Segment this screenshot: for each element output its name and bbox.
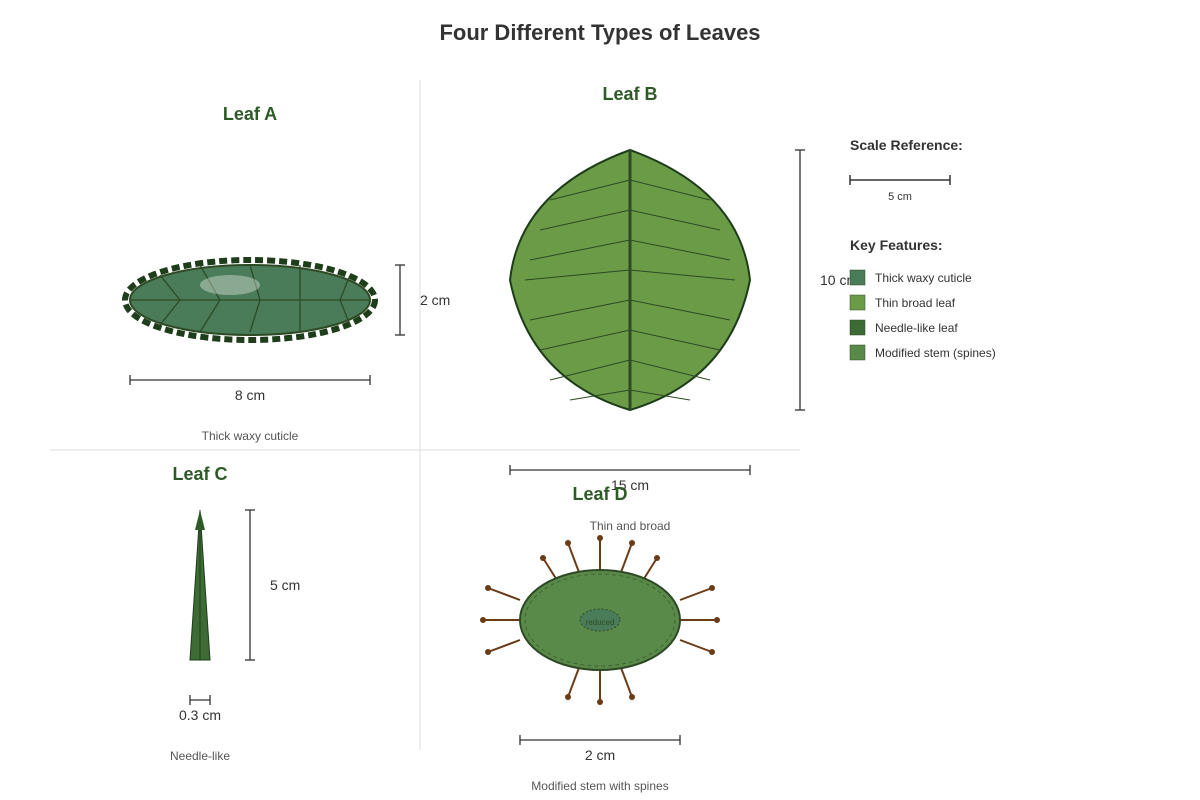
legend-item: Thin broad leaf — [849, 294, 956, 311]
leaf-a-caption: Thick waxy cuticle — [202, 429, 299, 443]
leaf-c-width-bar — [189, 695, 211, 705]
leaf-a-width-bar — [395, 264, 405, 336]
leaf-b-length-label: 10 cm — [820, 272, 858, 288]
leaf-b-group: Leaf B 10 cm — [508, 84, 858, 533]
leaf-b-length-bar — [795, 149, 805, 411]
legend-item: Thick waxy cuticle — [849, 269, 972, 286]
leaf-c-length-bar — [245, 509, 255, 661]
leaf-a-title: Leaf A — [223, 104, 277, 124]
leaf-c-title: Leaf C — [172, 464, 227, 484]
leaf-d-caption: Modified stem with spines — [531, 779, 668, 793]
legend-item: Needle-like leaf — [849, 319, 958, 336]
scale-reference: Scale Reference: 5 cm — [849, 137, 963, 203]
leaf-b-width-bar — [509, 465, 751, 475]
leaf-b-caption: Thin and broad — [590, 519, 671, 533]
leaf-b-width-label: 15 cm — [611, 477, 649, 493]
leaf-a-width-label: 2 cm — [420, 292, 450, 308]
scale-bar — [849, 175, 951, 185]
leaf-c-tip — [195, 510, 205, 530]
leaf-c-group: Leaf C 5 cm 0.3 cm Needle-like — [170, 464, 300, 763]
leaf-a-group: Leaf A 2 cm 8 cm — [122, 104, 450, 443]
legend-swatch — [849, 319, 866, 336]
legend-item: Modified stem (spines) — [849, 344, 996, 361]
page-title: Four Different Types of Leaves — [439, 20, 760, 45]
scale-label: 5 cm — [888, 191, 912, 203]
legend-label: Thick waxy cuticle — [875, 271, 972, 285]
leaf-c-caption: Needle-like — [170, 749, 230, 763]
legend-list: Thick waxy cuticle Thin broad leaf Needle-… — [849, 269, 996, 361]
leaf-d-inner-outline — [524, 573, 676, 667]
legend-swatch — [849, 294, 866, 311]
leaf-d-reduced-leaf — [579, 608, 621, 632]
leaf-d-width-bar — [519, 735, 681, 745]
leaf-d-title: Leaf D — [572, 484, 627, 504]
leaf-a-cuticle — [122, 257, 378, 343]
leaf-a-length-label: 8 cm — [235, 387, 265, 403]
key-features: Key Features: Thick waxy cuticle Thin bro… — [849, 237, 996, 361]
leaf-a-shine — [200, 275, 260, 295]
leaf-d-width-label: 2 cm — [585, 747, 615, 763]
leaf-d-spines — [483, 538, 717, 702]
scale-heading: Scale Reference: — [850, 137, 963, 153]
leaf-b-title: Leaf B — [602, 84, 657, 104]
leaf-c-length-label: 5 cm — [270, 577, 300, 593]
features-heading: Key Features: — [850, 237, 943, 253]
legend-swatch — [849, 269, 866, 286]
leaf-a-length-bar — [129, 375, 371, 385]
legend-label: Modified stem (spines) — [875, 346, 996, 360]
leaf-d-group: Leaf D — [480, 484, 720, 793]
legend-label: Needle-like leaf — [875, 321, 958, 335]
leaf-a-veins — [130, 264, 370, 333]
leaf-d-spine-tips — [480, 535, 720, 705]
leaf-b-veins — [524, 179, 736, 401]
leaf-c-width-label: 0.3 cm — [179, 707, 221, 723]
legend-label: Thin broad leaf — [875, 296, 956, 310]
legend-swatch — [849, 344, 866, 361]
leaf-d-center-label: reduced — [586, 618, 615, 627]
